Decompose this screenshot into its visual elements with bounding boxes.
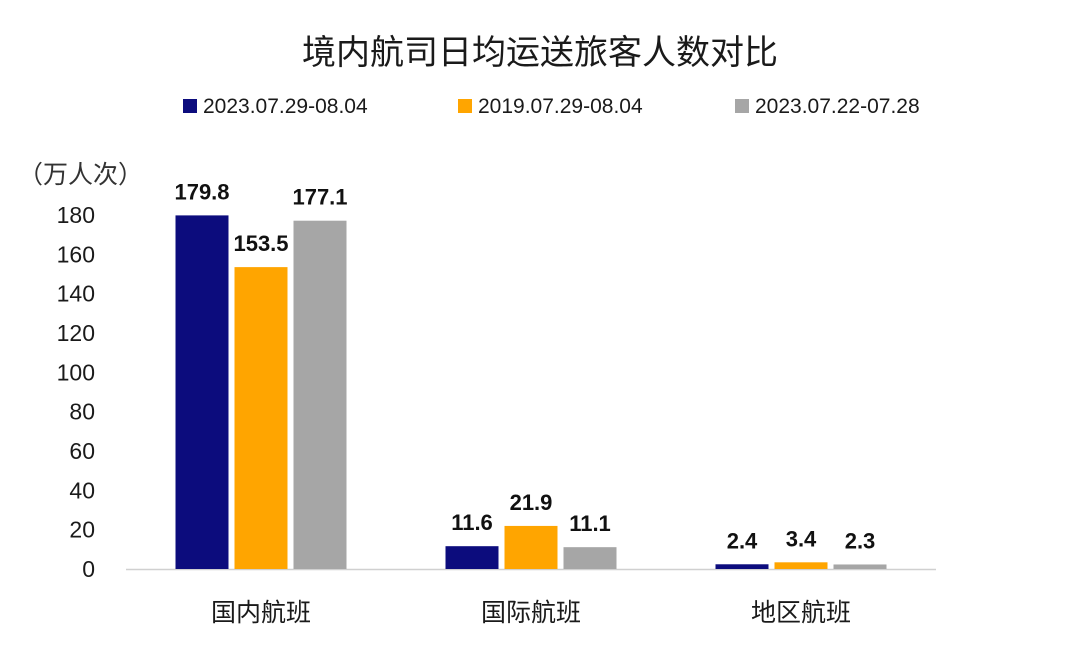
y-tick-label: 160 [57,241,95,267]
chart-title: 境内航司日均运送旅客人数对比 [302,34,778,72]
bar-2-1 [445,546,499,569]
data-label-2-3: 11.1 [569,511,611,536]
y-tick-label: 80 [69,399,95,425]
y-tick-label: 0 [82,556,95,582]
data-label-1-2: 153.5 [233,231,288,256]
bar-2-3 [563,547,617,569]
data-label-3-1: 2.4 [727,528,758,553]
legend-item-2-swatch [458,99,472,113]
data-label-1-1: 179.8 [174,179,229,204]
bar-3-2 [774,562,828,569]
x-tick-label: 国内航班 [211,599,311,627]
legend-item-2: 2019.07.29-08.04 [458,95,643,118]
y-tick-label: 100 [57,359,95,385]
legend-item-1: 2023.07.29-08.04 [183,95,368,118]
bar-2-2 [504,525,558,569]
y-tick-label: 20 [69,517,95,543]
y-tick-label: 140 [57,281,95,307]
bars [175,215,887,570]
y-tick-label: 180 [57,202,95,228]
legend-item-3-swatch [735,99,749,113]
bar-1-2 [234,267,288,569]
data-label-2-2: 21.9 [510,490,553,515]
bar-1-3 [293,220,347,569]
x-axis-ticks: 国内航班 国际航班 地区航班 [211,599,851,627]
y-tick-label: 40 [69,477,95,503]
bar-1-1 [175,215,229,570]
x-tick-label: 国际航班 [481,599,581,627]
legend-item-1-label: 2023.07.29-08.04 [203,95,368,118]
x-tick-label: 地区航班 [751,599,851,627]
legend: 2023.07.29-08.04 2019.07.29-08.04 2023.07.… [183,95,920,118]
data-label-2-1: 11.6 [451,510,493,535]
bar-3-1 [715,564,769,569]
data-label-3-3: 2.3 [845,528,876,553]
data-label-3-2: 3.4 [786,526,817,551]
bar-3-3 [833,564,887,569]
legend-item-3-label: 2023.07.22-07.28 [755,95,920,118]
y-tick-label: 60 [69,438,95,464]
legend-item-1-swatch [183,99,197,113]
legend-item-3: 2023.07.22-07.28 [735,95,920,118]
y-tick-label: 120 [57,320,95,346]
legend-item-2-label: 2019.07.29-08.04 [478,95,643,118]
y-axis-label: （万人次） [18,161,143,189]
data-label-1-3: 177.1 [292,185,347,210]
y-axis-ticks: 0 20 40 60 80 100 120 140 160 180 [57,202,95,582]
